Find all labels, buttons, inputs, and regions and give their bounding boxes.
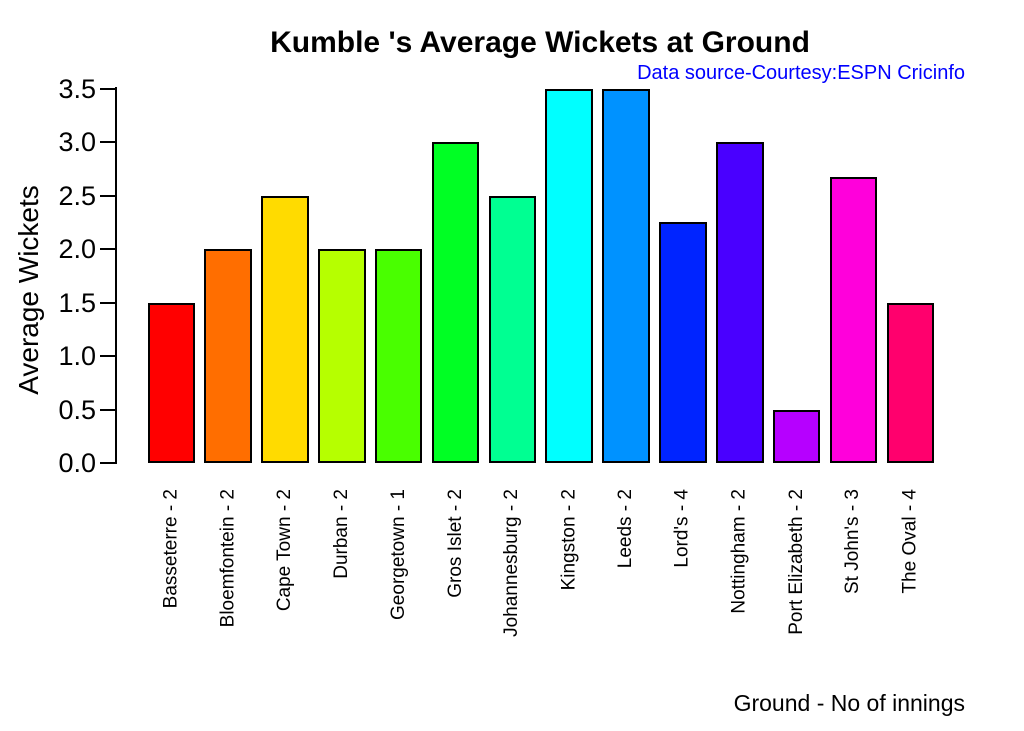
x-tick-label-lord-s-4: Lord's - 4	[671, 489, 693, 568]
y-tick-mark	[100, 87, 116, 90]
y-tick-label-0-0: 0.0	[58, 448, 96, 478]
y-tick-label-2-0: 2.0	[58, 234, 96, 264]
y-axis-line	[115, 87, 117, 464]
bar-basseterre-2	[147, 302, 195, 463]
x-tick-label-kingston-2: Kingston - 2	[558, 489, 580, 591]
y-tick-label-2-5: 2.5	[58, 180, 96, 211]
y-tick-label-1-5: 1.5	[58, 287, 96, 318]
bar-bloemfontein-2	[204, 249, 252, 463]
bar-gros-islet-2	[431, 142, 480, 463]
bar-the-oval-4	[886, 302, 935, 463]
y-tick-mark	[100, 301, 116, 304]
x-tick-label-georgetown-1: Georgetown - 1	[387, 489, 409, 620]
y-tick-mark	[100, 248, 116, 250]
x-axis-title: Ground - No of innings	[733, 690, 965, 716]
y-tick-label-3-5: 3.5	[58, 73, 96, 104]
y-tick-mark	[100, 141, 116, 143]
y-tick-mark	[100, 194, 116, 197]
y-tick-mark	[100, 462, 116, 464]
bar-st-john-s-3	[829, 177, 878, 463]
bar-lord-s-4	[659, 222, 707, 463]
x-tick-label-basseterre-2: Basseterre - 2	[160, 489, 182, 609]
x-tick-label-johannesburg-2: Johannesburg - 2	[501, 489, 523, 637]
bar-kingston-2	[545, 88, 593, 463]
y-tick-label-3-0: 3.0	[58, 127, 96, 157]
y-tick-label-0-5: 0.5	[58, 394, 96, 425]
bar-georgetown-1	[374, 249, 423, 463]
x-tick-label-the-oval-4: The Oval - 4	[899, 489, 921, 594]
bar-johannesburg-2	[488, 195, 537, 463]
bar-nottingham-2	[716, 142, 764, 463]
x-tick-label-durban-2: Durban - 2	[330, 489, 352, 579]
x-tick-label-leeds-2: Leeds - 2	[615, 489, 637, 569]
x-tick-label-port-elizabeth-2: Port Elizabeth - 2	[785, 489, 807, 635]
x-tick-label-nottingham-2: Nottingham - 2	[728, 489, 750, 614]
x-tick-label-gros-islet-2: Gros Islet - 2	[444, 489, 466, 598]
y-tick-mark	[100, 408, 116, 411]
bar-port-elizabeth-2	[772, 409, 821, 463]
bar-leeds-2	[602, 88, 650, 463]
y-tick-mark	[100, 355, 116, 357]
bar-cape-town-2	[261, 195, 309, 463]
data-source-annotation: Data source-Courtesy:ESPN Cricinfo	[637, 62, 965, 84]
bar-durban-2	[318, 249, 366, 463]
x-tick-label-cape-town-2: Cape Town - 2	[273, 489, 295, 612]
x-tick-label-bloemfontein-2: Bloemfontein - 2	[217, 489, 239, 628]
y-tick-label-1-0: 1.0	[58, 341, 96, 371]
x-tick-label-st-john-s-3: St John's - 3	[842, 489, 864, 595]
chart-title: Kumble 's Average Wickets at Ground	[270, 26, 810, 59]
